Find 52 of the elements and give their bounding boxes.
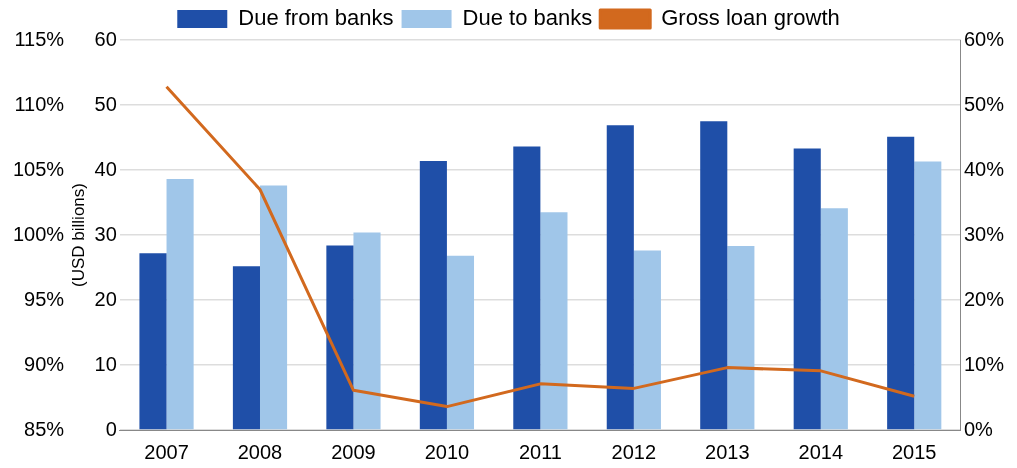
- legend-label: Gross loan growth: [661, 5, 840, 31]
- y3-tick-label: 100%: [13, 222, 65, 245]
- bar: [446, 255, 475, 430]
- y3-tick-label: 85%: [24, 417, 65, 440]
- y-tick-label: 60: [94, 27, 117, 50]
- x-tick-label: 2015: [891, 440, 937, 463]
- bar: [540, 212, 568, 430]
- y-tick-label: 20: [94, 287, 117, 310]
- bar: [232, 266, 260, 430]
- y2-tick-label: 20%: [963, 287, 1005, 310]
- x-tick-label: 2013: [705, 440, 750, 463]
- x-tick-label: 2011: [518, 440, 562, 463]
- y-tick-label: 30: [94, 222, 117, 245]
- y3-tick-label: 95%: [24, 287, 65, 310]
- bar: [513, 146, 541, 430]
- x-tick-label: 2009: [331, 440, 376, 463]
- y-tick-label: 0: [105, 417, 117, 440]
- y2-tick-label: 50%: [963, 92, 1005, 115]
- x-tick-label: 2008: [237, 440, 283, 463]
- y-axis-title: (USD billions): [69, 183, 89, 287]
- bar: [820, 208, 848, 430]
- bar: [606, 125, 634, 430]
- y2-tick-label: 0%: [963, 417, 994, 440]
- y3-tick-label: 110%: [14, 92, 65, 115]
- bar: [353, 232, 381, 430]
- y2-tick-label: 10%: [963, 352, 1005, 375]
- legend-label: Due to banks: [462, 5, 593, 31]
- x-tick-label: 2007: [144, 440, 189, 463]
- legend-label: Due from banks: [238, 5, 394, 31]
- bar: [887, 136, 915, 430]
- y-tick-label: 40: [94, 157, 117, 180]
- x-tick-label: 2014: [798, 440, 844, 463]
- y2-tick-label: 60%: [963, 27, 1005, 50]
- bar: [326, 245, 354, 430]
- y-tick-label: 50: [94, 92, 117, 115]
- y3-tick-label: 115%: [14, 27, 65, 50]
- y3-tick-label: 90%: [24, 352, 65, 375]
- bar: [914, 161, 942, 430]
- bar: [166, 179, 194, 430]
- y3-tick-label: 105%: [13, 157, 65, 180]
- x-tick-label: 2010: [424, 440, 470, 463]
- bar: [259, 185, 288, 430]
- bar: [419, 160, 447, 430]
- y-tick-label: 10: [94, 352, 117, 375]
- bar: [727, 246, 755, 430]
- bar: [139, 253, 167, 430]
- bar: [633, 250, 661, 430]
- bar: [700, 121, 728, 430]
- y2-tick-label: 30%: [963, 222, 1005, 245]
- bar: [793, 148, 821, 430]
- y2-tick-label: 40%: [963, 157, 1005, 180]
- x-tick-label: 2012: [611, 440, 657, 463]
